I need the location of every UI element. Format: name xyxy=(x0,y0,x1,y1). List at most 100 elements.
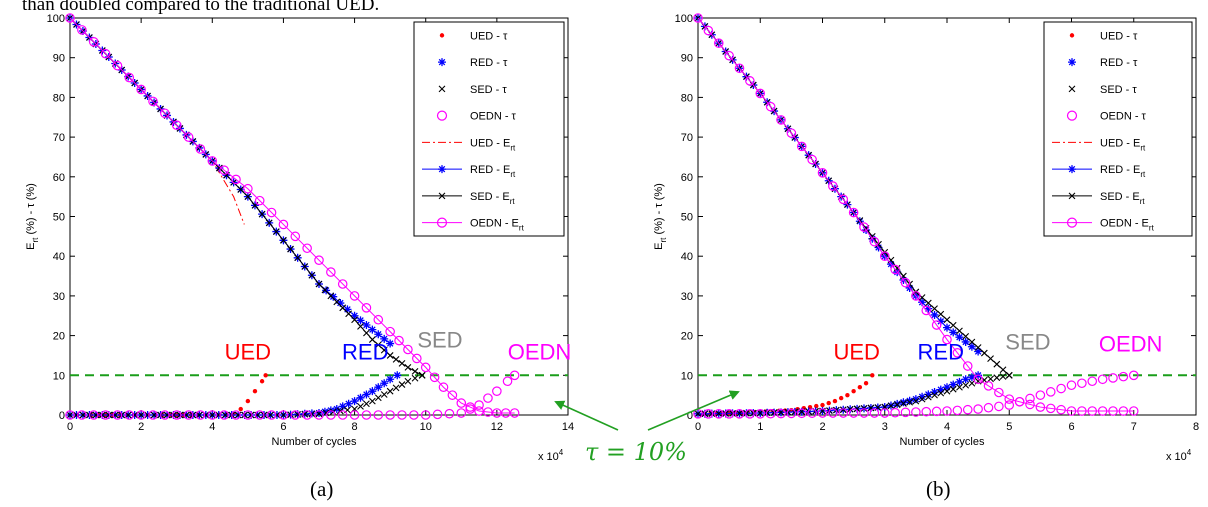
data-point xyxy=(943,316,951,324)
data-point xyxy=(1014,396,1025,407)
data-point xyxy=(994,401,1004,412)
data-point xyxy=(392,384,400,392)
data-point xyxy=(332,405,341,414)
data-point xyxy=(411,367,419,375)
data-point xyxy=(241,411,249,419)
data-point xyxy=(703,25,714,36)
y-tick-label: 10 xyxy=(53,370,65,382)
data-point xyxy=(796,408,807,419)
data-point xyxy=(921,406,932,417)
data-point xyxy=(867,404,875,412)
data-point xyxy=(973,404,983,414)
data-point xyxy=(943,323,951,332)
legend-entry: RED - Ert xyxy=(1100,164,1146,179)
data-point xyxy=(955,333,964,342)
data-point xyxy=(420,362,431,373)
data-point xyxy=(350,397,359,406)
y-tick-label: 60 xyxy=(53,172,65,184)
data-point xyxy=(924,393,932,401)
data-point xyxy=(368,397,376,405)
data-point xyxy=(326,410,336,420)
data-point xyxy=(736,409,743,417)
x-tick-label: 5 xyxy=(1006,421,1012,433)
data-point xyxy=(924,304,933,313)
data-point xyxy=(315,409,323,418)
data-point xyxy=(786,128,797,138)
data-point xyxy=(918,298,927,307)
data-point xyxy=(329,292,338,301)
legend-entry: RED - Ert xyxy=(470,164,516,179)
data-point xyxy=(356,316,365,325)
data-point xyxy=(170,411,177,419)
x-tick-label: 12 xyxy=(491,421,503,433)
data-point xyxy=(724,50,734,61)
legend-entry: OEDN - τ xyxy=(1100,111,1147,123)
data-point xyxy=(243,183,253,194)
data-point xyxy=(817,408,828,418)
legend-entry: SED - τ xyxy=(1100,84,1137,96)
data-point xyxy=(890,407,900,418)
data-point xyxy=(219,410,229,420)
data-point xyxy=(905,396,914,405)
x-axis-label: Number of cycles xyxy=(272,436,357,448)
y-tick-label: 10 xyxy=(681,370,693,382)
data-point xyxy=(1087,376,1098,387)
data-point xyxy=(272,228,280,235)
data-point xyxy=(756,409,764,417)
data-point xyxy=(77,410,87,420)
y-tick-label: 100 xyxy=(675,13,693,25)
data-point xyxy=(1066,406,1077,416)
data-point xyxy=(708,410,716,418)
legend-entry: OEDN - Ert xyxy=(470,218,525,233)
data-point xyxy=(931,305,938,312)
data-point xyxy=(361,303,372,313)
data-point xyxy=(171,410,182,420)
data-point xyxy=(918,395,926,403)
data-point xyxy=(373,410,384,420)
data-point xyxy=(363,400,370,408)
method-label: UED xyxy=(834,339,880,364)
legend-marker xyxy=(436,217,448,228)
data-point xyxy=(817,168,828,178)
y-tick-label: 20 xyxy=(681,331,693,343)
data-point xyxy=(1077,406,1087,416)
method-label: OEDN xyxy=(1099,331,1163,356)
data-point xyxy=(447,390,458,400)
legend-marker xyxy=(438,85,446,93)
chart-panel-a: 0 2 4 6 8 10 12 14 0 10 20 30 40 50 60 70 80 90 100 Number … xyxy=(25,13,574,463)
series-line xyxy=(69,17,515,414)
data-point xyxy=(776,115,786,125)
data-point xyxy=(254,195,265,206)
data-point xyxy=(502,376,513,387)
y-tick-label: 60 xyxy=(681,172,693,184)
data-point xyxy=(868,232,876,240)
data-point xyxy=(88,37,99,47)
data-point xyxy=(987,355,994,363)
method-label: SED xyxy=(417,328,462,353)
data-point xyxy=(863,381,869,386)
data-point xyxy=(290,231,301,242)
data-point xyxy=(294,254,302,262)
y-tick-label: 50 xyxy=(681,212,693,224)
method-label: UED xyxy=(225,339,271,364)
data-point xyxy=(743,409,750,417)
x-multiplier: x 104 xyxy=(1166,448,1192,463)
data-point xyxy=(171,120,182,130)
data-point xyxy=(1128,370,1139,381)
legend-box xyxy=(413,21,565,237)
data-point xyxy=(483,393,493,403)
data-point xyxy=(703,409,714,419)
data-point xyxy=(832,398,838,404)
data-point xyxy=(77,25,87,35)
y-tick-label: 40 xyxy=(53,251,65,263)
x-tick-label: 14 xyxy=(562,421,574,433)
y-tick-label: 40 xyxy=(681,251,693,263)
data-point xyxy=(231,174,241,185)
data-point xyxy=(252,388,258,394)
x-tick-label: 4 xyxy=(209,421,215,433)
method-label: OEDN xyxy=(508,339,572,364)
data-point xyxy=(315,280,323,288)
data-point xyxy=(385,410,395,420)
data-point xyxy=(456,408,467,418)
data-point xyxy=(380,379,389,388)
